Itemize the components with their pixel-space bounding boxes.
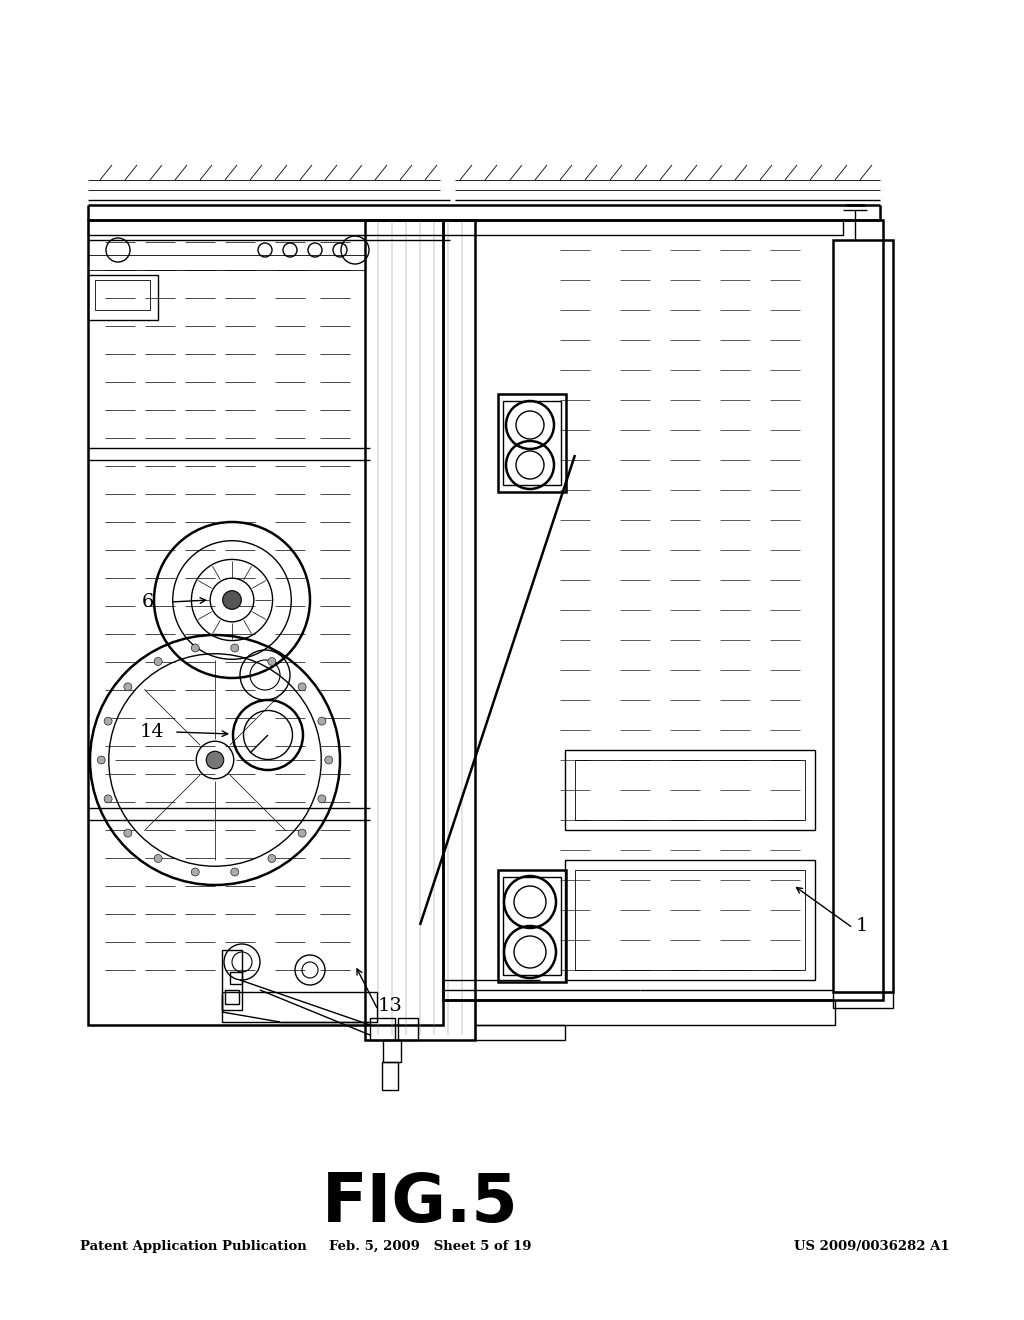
Bar [475,1026,565,1040]
Circle shape [298,682,306,690]
Circle shape [317,717,326,725]
Bar [443,220,883,1001]
Circle shape [230,644,239,652]
Text: Feb. 5, 2009   Sheet 5 of 19: Feb. 5, 2009 Sheet 5 of 19 [329,1239,531,1253]
Text: 6: 6 [141,593,155,611]
Bar [230,972,242,983]
Bar [382,1063,398,1090]
Bar [565,861,815,979]
Circle shape [222,590,242,610]
Circle shape [155,854,162,862]
Text: US 2009/0036282 A1: US 2009/0036282 A1 [795,1239,950,1253]
Circle shape [268,657,275,665]
Bar [383,1040,401,1063]
Bar [95,280,150,310]
Bar [575,760,805,820]
Circle shape [191,644,200,652]
Circle shape [317,795,326,803]
Bar [833,240,893,993]
Bar [398,1018,418,1040]
Text: FIG.5: FIG.5 [322,1170,518,1236]
Circle shape [104,795,112,803]
Circle shape [230,869,239,876]
Circle shape [325,756,333,764]
Text: 13: 13 [378,997,402,1015]
Circle shape [97,756,105,764]
Circle shape [124,682,132,690]
Bar [88,275,158,319]
Bar [222,950,242,1010]
Circle shape [298,829,306,837]
Bar [370,1018,395,1040]
Circle shape [124,829,132,837]
Circle shape [191,869,200,876]
Bar [503,876,561,975]
Bar [88,220,443,235]
Text: 1: 1 [856,917,868,935]
Text: 14: 14 [139,723,165,741]
Bar [225,990,239,1005]
Bar [498,870,566,982]
Circle shape [268,854,275,862]
Bar [475,1001,835,1026]
Text: Patent Application Publication: Patent Application Publication [80,1239,307,1253]
Bar [222,993,377,1022]
Circle shape [155,657,162,665]
Bar [443,220,843,235]
Bar [575,870,805,970]
Bar [365,220,475,1040]
Circle shape [206,751,224,768]
Bar [498,393,566,492]
Bar [565,750,815,830]
Bar [88,220,443,1026]
Bar [833,993,893,1008]
Circle shape [104,717,112,725]
Bar [503,401,561,484]
